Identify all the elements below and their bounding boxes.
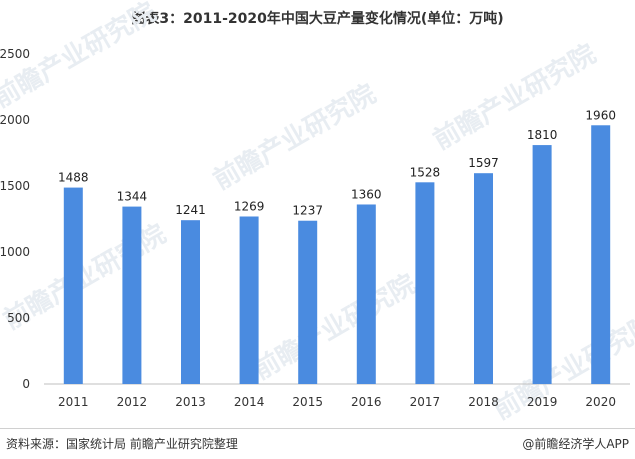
value-label-2015: 1237 [292,204,323,218]
bar-2015 [298,220,318,384]
footer: 资料来源：国家统计局 前瞻产业研究院整理 @前瞻经济学人APP [0,428,635,459]
y-tick-label: 500 [7,311,30,325]
y-tick-label: 0 [22,377,30,391]
y-axis: 0 500 1000 1500 2000 2500 [0,47,30,391]
credit-note: @前瞻经济学人APP [522,437,629,451]
value-label-2011: 1488 [58,171,89,185]
source-note: 资料来源：国家统计局 前瞻产业研究院整理 [6,437,238,451]
x-tick-label-2014: 2014 [234,395,265,409]
x-tick-label-2019: 2019 [527,395,558,409]
y-tick-label: 1000 [0,245,30,259]
watermark-5: 前瞻产业研究院 [248,268,421,386]
x-tick-label-2018: 2018 [468,395,499,409]
x-tick-label-2015: 2015 [292,395,323,409]
value-label-2017: 1528 [410,165,441,179]
x-tick-label-2012: 2012 [117,395,148,409]
value-label-2018: 1597 [468,156,499,170]
x-tick-label-2013: 2013 [175,395,206,409]
x-tick-label-2011: 2011 [58,395,89,409]
value-label-2013: 1241 [175,203,206,217]
x-tick-label-2016: 2016 [351,395,382,409]
bar-2019 [532,145,552,384]
x-tick-label-2020: 2020 [585,395,616,409]
value-labels: 1488 1344 1241 1269 1237 1360 1528 1597 1810 1960 [58,108,616,217]
bar-2018 [474,173,493,384]
y-tick-label: 1500 [0,179,30,193]
y-tick-label: 2500 [0,47,30,61]
bar-2016 [356,204,376,384]
value-label-2020: 1960 [585,108,616,122]
bar-2011 [63,187,83,384]
bars [63,125,611,384]
chart-title: 图表3：2011-2020年中国大豆产量变化情况(单位：万吨) [131,11,504,27]
value-label-2012: 1344 [117,190,148,204]
watermark-2: 前瞻产业研究院 [208,78,381,196]
value-label-2019: 1810 [527,128,558,142]
value-label-2014: 1269 [234,199,265,213]
watermark-3: 前瞻产业研究院 [428,38,601,156]
x-tick-label-2017: 2017 [410,395,441,409]
bar-2013 [181,220,200,384]
x-axis: 2011 2012 2013 2014 2015 2016 2017 2018 2019 2020 [58,395,616,409]
value-label-2016: 1360 [351,187,382,201]
y-tick-label: 2000 [0,113,30,127]
bar-2014 [239,216,259,384]
bar-2020 [591,125,611,384]
bar-chart: 前瞻产业研究院 前瞻产业研究院 前瞻产业研究院 前瞻产业研究院 前瞻产业研究院 … [0,0,635,426]
bar-2017 [415,182,435,384]
bar-2012 [122,206,142,384]
